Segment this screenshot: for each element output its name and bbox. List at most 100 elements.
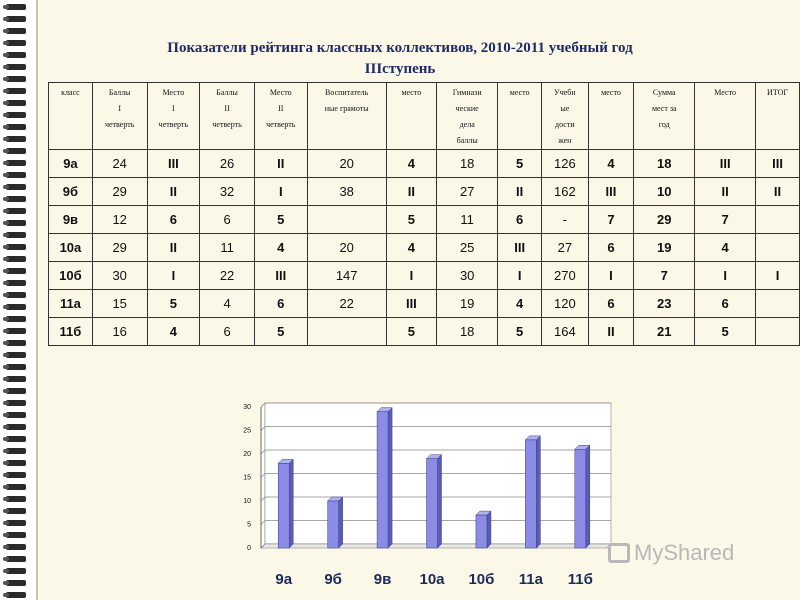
column-header-line: Гимнази [452,88,482,97]
column-header-line: Учебн [554,88,576,97]
column-header-line: год [658,120,670,129]
table-cell: 270 [541,261,589,290]
table-cell: 27 [436,177,499,206]
table-cell: 5 [253,317,308,346]
x-tick-label: 9б [324,571,342,588]
column-header: ИТОГ [755,82,800,150]
column-header-line: четверть [104,120,135,129]
table-cell: 6 [199,317,255,346]
table-cell: 11 [199,233,255,262]
y-tick-label: 20 [243,451,251,458]
table-cell: III [497,233,543,262]
spiral-ring [3,568,26,574]
x-tick-label: 11б [568,571,593,588]
spiral-ring [3,328,26,334]
table-cell: 126 [541,149,589,178]
gridline [260,520,611,525]
spiral-ring [3,88,26,94]
spiral-ring [3,436,26,442]
table-cell: 22 [199,261,255,290]
column-header: место [385,82,438,150]
table-cell [755,317,800,346]
table-cell: 10 [633,177,696,206]
page-subtitle: IIIступень [364,61,436,77]
spiral-ring [3,16,26,22]
column-header-line: дела [459,120,475,129]
table-cell [755,289,800,318]
table-cell: 7 [587,205,635,234]
spiral-ring [3,352,26,358]
spiral-ring [3,304,26,310]
spiral-ring [3,532,26,538]
table-cell: 11 [436,205,499,234]
table-cell: 4 [587,149,635,178]
table-cell: 27 [541,233,589,262]
spiral-ring [3,520,26,526]
y-tick-label: 5 [247,522,251,529]
spiral-ring [3,76,26,82]
spiral-ring [3,460,26,466]
spiral-ring [3,424,26,430]
y-tick-label: 0 [247,545,251,552]
spiral-ring [3,52,26,58]
table-cell: 19 [436,289,499,318]
table-row: 10б 30 I 22 III 147 I 30 I 270 I 7 I I [48,261,800,290]
table-cell: 16 [91,317,148,346]
spiral-ring [3,244,26,250]
spiral-ring [3,220,26,226]
spiral-ring [3,268,26,274]
spiral-ring [3,412,26,418]
table-cell: III [253,261,308,290]
spiral-ring [3,136,26,142]
x-tick-label: 9а [275,571,292,588]
column-header-line: баллы [456,136,478,145]
table-cell [306,317,387,346]
gridline [260,449,611,455]
spiral-ring [3,124,26,130]
gridline [260,473,611,478]
table-cell: 4 [385,149,438,178]
table-cell: 25 [436,233,499,262]
bar-side [338,496,343,549]
column-header: Баллы II четверть [199,82,255,150]
spiral-ring [3,64,26,70]
spiral-ring [3,100,26,106]
table-cell: II [694,177,757,206]
column-header: Место II четверть [253,82,308,150]
bar [574,449,587,549]
table-cell: II [755,177,800,206]
table-cell: I [755,261,800,290]
table-cell: 5 [385,317,438,346]
column-header-line: Баллы [216,88,238,97]
column-header: место [497,82,543,150]
table-cell: 162 [541,177,589,206]
table-cell: III [755,149,800,178]
table-row: 11б 16 4 6 5 5 18 5 164 II 21 5 [48,317,800,346]
x-tick-label: 10б [468,571,494,588]
watermark: MyShared [608,540,734,566]
bar [327,500,339,549]
bar [376,411,389,549]
bar-side [536,435,541,549]
column-header-line: место [509,88,530,97]
y-tick-label: 15 [243,475,251,482]
spiral-ring [3,376,26,382]
bar-side [288,458,294,549]
bar [475,514,488,549]
column-header-line: мест за [651,104,677,113]
column-header-line: четверть [266,120,296,129]
table-cell: 18 [633,149,696,178]
table-row: 9б 29 II 32 I 38 II 27 II 162 III 10 II II [48,177,800,206]
column-header-line: Сумма [652,88,676,97]
table-cell: 32 [199,177,255,206]
column-header-line: II [224,104,230,113]
spiral-ring [3,256,26,262]
spiral-ring [3,292,26,298]
table-cell: III [146,149,201,178]
table-cell: 29 [91,177,148,206]
table-cell: 6 [146,205,201,234]
column-header-line: Баллы [108,88,131,97]
